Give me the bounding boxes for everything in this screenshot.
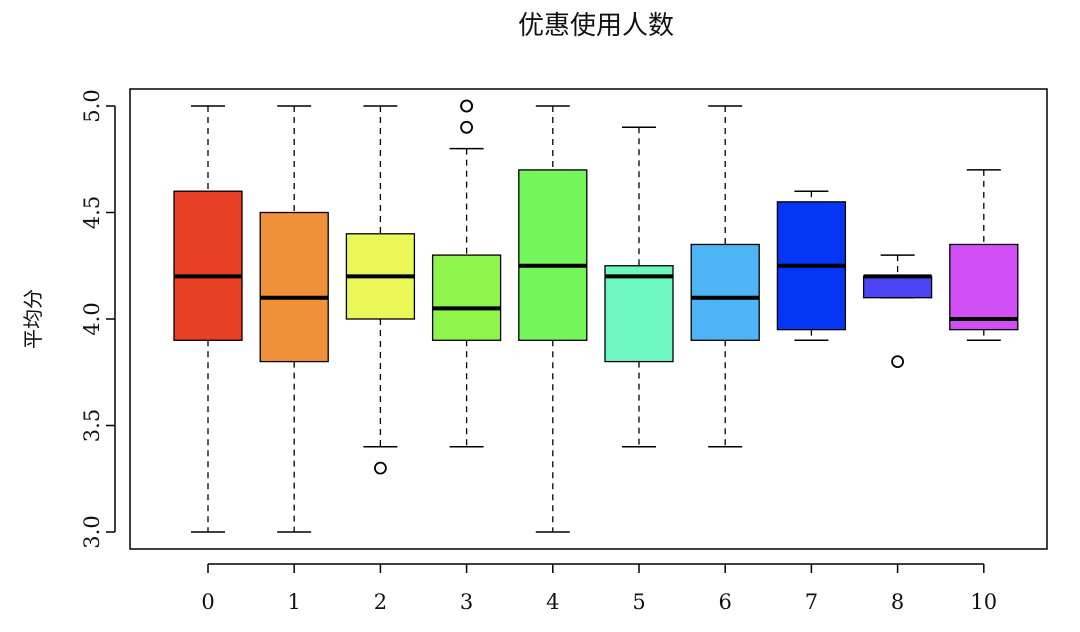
box-1 <box>259 211 329 363</box>
box-10 <box>949 243 1019 331</box>
y-axis-label: 平均分 <box>21 289 45 349</box>
y-tick-label: 4.0 <box>80 302 104 335</box>
x-tick-label: 6 <box>719 590 732 614</box>
x-tick-label: 2 <box>374 590 387 614</box>
y-tick-label: 3.5 <box>80 409 104 442</box>
box-0 <box>173 190 243 341</box>
outlier-point <box>373 461 387 475</box>
x-tick-label: 10 <box>970 590 997 614</box>
x-tick-label: 0 <box>201 590 214 614</box>
y-tick-label: 4.5 <box>80 196 104 229</box>
outlier-point <box>891 355 904 369</box>
outlier-point <box>460 120 474 134</box>
box-4 <box>518 169 588 341</box>
plot-marks: 3.0 3.5 4.0 4.5 5.0 0 1 2 3 4 5 6 7 8 10 <box>80 89 1019 614</box>
x-tick-label: 5 <box>632 590 645 614</box>
x-tick-label: 8 <box>891 590 904 614</box>
box-3 <box>431 254 502 341</box>
box-6 <box>690 243 760 341</box>
outlier-point <box>460 99 474 113</box>
y-tick-label: 3.0 <box>80 515 104 548</box>
box-5 <box>604 265 674 363</box>
chart-title: 优惠使用人数 <box>518 11 674 41</box>
x-tick-label: 4 <box>546 590 559 614</box>
x-tick-label: 3 <box>460 590 473 614</box>
plot-frame <box>129 88 1048 550</box>
x-tick-label: 7 <box>805 590 818 614</box>
box-8 <box>862 275 933 299</box>
x-tick-label: 1 <box>288 590 301 614</box>
y-tick-label: 5.0 <box>80 89 104 122</box>
